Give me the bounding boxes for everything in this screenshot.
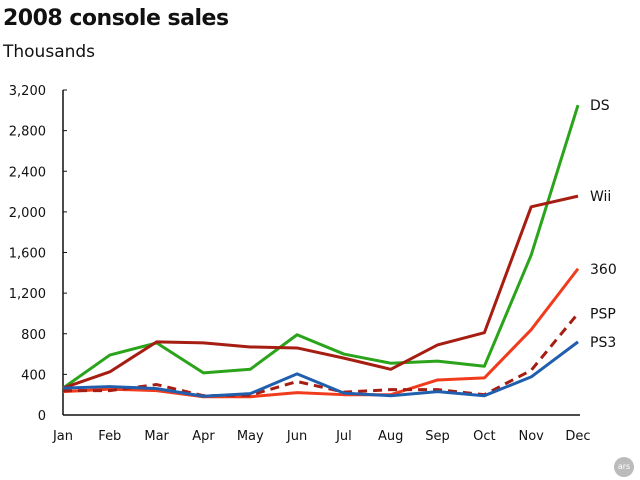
y-tick-label: 1,600: [9, 247, 46, 262]
x-tick-label: Feb: [98, 429, 121, 444]
series-label-ps3: PS3: [590, 335, 616, 351]
series-line-ps3: [62, 340, 579, 398]
series-line-psp: [63, 312, 580, 398]
x-tick-label: Mar: [144, 429, 169, 444]
ars-logo: ars: [614, 457, 634, 477]
x-tick-label: Jun: [286, 429, 307, 444]
y-tick-label: 3,200: [9, 84, 46, 99]
y-tick-label: 400: [21, 368, 46, 383]
y-tick-label: 800: [21, 328, 46, 343]
y-tick-label: 1,200: [9, 287, 46, 302]
x-tick-label: Nov: [518, 429, 544, 444]
series-label-wii: Wii: [590, 189, 611, 205]
y-tick-label: 2,400: [9, 165, 46, 180]
x-tick-label: Apr: [192, 429, 215, 444]
series-label-360: 360: [590, 262, 617, 278]
y-tick-label: 0: [38, 409, 46, 424]
y-tick-label: 2,000: [9, 206, 46, 221]
y-tick-label: 2,800: [9, 125, 46, 140]
x-tick-label: Jan: [52, 429, 73, 444]
series-line-ds: [62, 104, 580, 390]
x-tick-label: Dec: [565, 429, 590, 444]
x-tick-label: Sep: [425, 429, 450, 444]
x-tick-label: May: [237, 429, 264, 444]
x-tick-label: Jul: [335, 429, 352, 444]
series-label-psp: PSP: [590, 306, 616, 322]
series-line-wii: [62, 194, 579, 390]
y-axis-label: Thousands: [3, 42, 96, 62]
x-tick-label: Oct: [473, 429, 495, 444]
x-tick-label: Aug: [378, 429, 403, 444]
series-label-ds: DS: [590, 98, 610, 114]
series-line-360: [62, 267, 580, 399]
chart-title: 2008 console sales: [3, 6, 229, 31]
